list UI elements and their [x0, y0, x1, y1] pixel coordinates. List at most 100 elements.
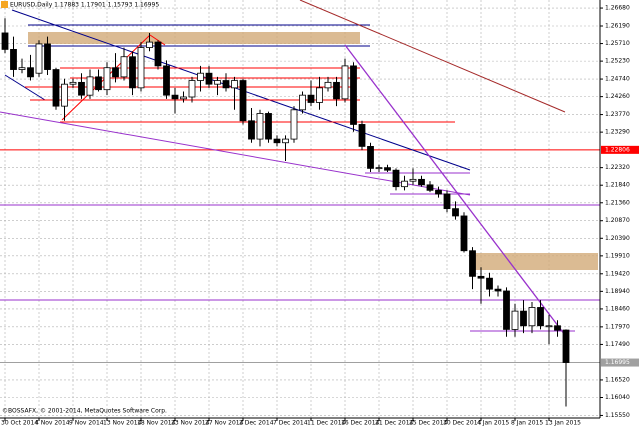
trend-line: [344, 44, 566, 336]
candle-body: [290, 109, 298, 140]
candles: [1, 18, 570, 407]
candle-body: [146, 41, 153, 48]
candle-body: [154, 41, 162, 67]
candle-body: [112, 67, 119, 78]
candle-body: [273, 138, 281, 144]
y-tick-label: 1.16520: [605, 376, 630, 383]
candle-body: [384, 167, 391, 171]
y-tick-label: 1.23290: [605, 129, 630, 136]
y-tick-label: 1.22320: [605, 164, 630, 171]
y-tick-label: 1.24260: [605, 93, 630, 100]
candle-body: [409, 178, 417, 182]
candle-body: [129, 56, 136, 89]
y-tick-label: 1.21840: [605, 182, 630, 189]
y-tick-label: 1.23770: [605, 111, 630, 118]
x-tick-label: 30 Dec 2014: [443, 420, 482, 427]
y-tick-label: 1.21360: [605, 199, 630, 206]
candle-body: [333, 81, 340, 100]
x-tick-label: 30 Oct 2014: [1, 420, 38, 427]
candle-body: [282, 138, 289, 144]
y-tick-label: 1.20390: [605, 235, 630, 242]
candle-body: [435, 189, 442, 195]
trend-line: [0, 111, 471, 196]
y-tick-label: 1.26190: [605, 22, 630, 29]
x-tick-label: 18 Nov 2014: [137, 420, 176, 427]
candle-body: [307, 94, 315, 103]
x-tick-label: 8 Jan 2015: [511, 420, 543, 427]
x-tick-label: 23 Nov 2014: [171, 420, 210, 427]
candle-body: [477, 275, 485, 279]
price-label: 1.22806: [605, 146, 630, 153]
candle-body: [10, 49, 17, 70]
x-tick-label: 4 Jan 2015: [477, 420, 509, 427]
chart-title: EURUSD,Daily 1.17883 1.17901 1.15793 1.1…: [10, 2, 159, 9]
zone: [28, 32, 360, 44]
candle-body: [324, 81, 332, 89]
candle-body: [469, 250, 476, 277]
candle-body: [265, 113, 272, 140]
price-label-box: [601, 358, 639, 367]
candle-body: [426, 184, 434, 191]
candle-body: [375, 167, 383, 170]
candle-body: [18, 67, 26, 70]
candle-body: [520, 310, 527, 327]
y-tick-label: 1.18940: [605, 288, 630, 295]
price-label: 1.16995: [605, 359, 630, 366]
y-tick-label: 1.18460: [605, 305, 630, 312]
y-tick-label: 1.19420: [605, 270, 630, 277]
y-tick-label: 1.25230: [605, 58, 630, 65]
x-tick-label: 25 Dec 2014: [409, 420, 448, 427]
trend-line: [149, 34, 166, 46]
candle-body: [452, 208, 459, 217]
x-tick-label: 16 Dec 2014: [341, 420, 380, 427]
candle-body: [163, 65, 170, 96]
candle-body: [35, 43, 43, 74]
y-tick-label: 1.16040: [605, 394, 630, 401]
candle-body: [69, 81, 77, 85]
candle-body: [392, 169, 400, 188]
y-tick-label: 1.25710: [605, 40, 630, 47]
candle-body: [197, 72, 204, 81]
y-tick-label: 1.24740: [605, 76, 630, 83]
candle-body: [248, 120, 255, 140]
icon: [1, 1, 8, 8]
x-tick-label: 2 Dec 2014: [239, 420, 274, 427]
zone: [470, 253, 598, 270]
x-tick-label: 7 Dec 2014: [273, 420, 308, 427]
candle-body: [78, 81, 85, 96]
x-tick-label: 13 Nov 2014: [103, 420, 142, 427]
y-tick-label: 1.17490: [605, 341, 630, 348]
candle-body: [171, 94, 179, 100]
price-label-box: [601, 145, 639, 154]
footer: ©BOSSAFX, © 2001-2014, MetaQuotes Softwa…: [2, 408, 167, 415]
candle-body: [503, 290, 510, 330]
candle-body: [52, 69, 60, 107]
y-tick-label: 1.15550: [605, 412, 630, 419]
candle-body: [528, 307, 536, 327]
candle-body: [180, 96, 187, 100]
candle-body: [367, 146, 374, 169]
candle-body: [350, 65, 357, 125]
candle-body: [1, 32, 9, 50]
axis: 1.26680 1.26190 1.25710 1.25230 1.24740 1.242…: [1, 5, 639, 427]
candle-body: [418, 178, 425, 186]
candle-body: [95, 76, 102, 91]
candle-body: [299, 94, 306, 111]
candle-body: [86, 76, 94, 96]
candle-body: [401, 180, 408, 188]
candle-body: [205, 72, 213, 85]
x-tick-label: 13 Jan 2015: [545, 420, 581, 427]
candle-body: [120, 56, 128, 78]
x-tick-label: 27 Nov 2014: [205, 420, 244, 427]
candle-body: [545, 325, 553, 328]
candle-body: [341, 65, 349, 100]
candle-body: [358, 124, 366, 147]
candle-body: [554, 325, 561, 331]
x-tick-label: 11 Dec 2014: [307, 420, 346, 427]
candle-body: [27, 67, 34, 78]
candle-body: [214, 80, 221, 85]
candle-body: [137, 47, 145, 89]
candle-body: [511, 310, 519, 330]
candle-body: [494, 288, 502, 292]
